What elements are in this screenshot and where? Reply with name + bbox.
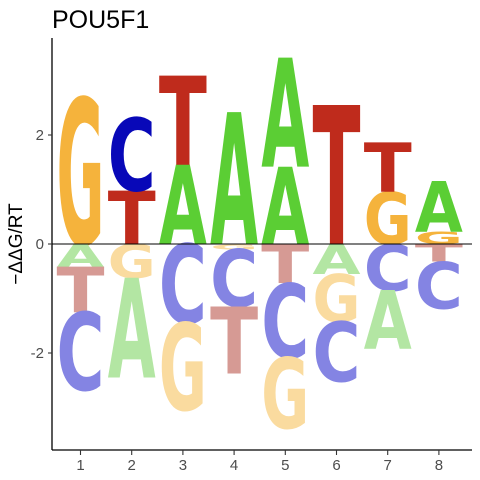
logo-letter-pos3-below-0-c: C	[159, 224, 207, 350]
x-tick-label: 7	[384, 457, 392, 474]
logo-letter-pos6-below-1-g: G	[313, 261, 361, 337]
logo-letter-pos7-above-1-t: T	[364, 131, 412, 209]
logo-letter-pos7-above-0-g: G	[364, 180, 412, 262]
logo-letter-pos3-above-0-a: A	[159, 143, 207, 269]
logo-letter-pos1-above-0-g: G	[57, 58, 105, 292]
logo-letter-pos6-below-2-c: C	[313, 305, 361, 401]
y-axis-title: −ΔΔG/RT	[6, 203, 27, 285]
x-tick-label: 2	[128, 457, 136, 474]
y-ticks: -2 0 2	[31, 127, 52, 362]
x-ticks: 1 2 3 4 5 6 7 8	[76, 450, 443, 474]
y-tick-label: -2	[31, 345, 44, 362]
x-tick-label: 8	[435, 457, 443, 474]
logo-letter-pos8-below-1-c: C	[415, 250, 463, 324]
logo-letter-pos3-below-1-g: G	[159, 301, 207, 439]
logo-letter-pos5-above-1-a: A	[261, 28, 309, 202]
logo-letter-pos4-below-2-t: T	[210, 289, 258, 396]
logo-letter-pos2-above-1-c: C	[108, 97, 156, 214]
chart-title: POU5F1	[52, 6, 149, 34]
logo-letter-pos1-below-2-c: C	[57, 291, 105, 415]
logo-letter-pos5-above-0-a: A	[261, 145, 309, 270]
logo-letter-pos3-above-1-t: T	[159, 54, 207, 195]
x-tick-label: 3	[179, 457, 187, 474]
logo-letter-pos4-above-0-a: A	[210, 75, 258, 286]
logo-letter-pos2-below-0-g: G	[108, 236, 156, 290]
y-tick-label: 2	[36, 127, 44, 144]
logo-letter-pos8-above-1-a: A	[415, 168, 463, 249]
y-tick-label: 0	[36, 236, 44, 253]
logo-letter-pos4-below-0-g: G	[210, 242, 258, 251]
logo-letter-pos5-below-1-c: C	[261, 265, 309, 383]
logo-letter-pos7-below-1-a: A	[364, 275, 413, 368]
logo-letter-pos6-above-0-t: T	[313, 68, 361, 290]
logo-letter-pos1-below-1-t: T	[57, 254, 105, 327]
logo-letter-pos5-below-2-g: G	[261, 339, 309, 452]
logo-letter-pos4-below-1-c: C	[210, 235, 258, 326]
logo-letter-pos2-above-0-t: T	[108, 176, 156, 262]
x-tick-label: 4	[230, 457, 238, 474]
x-tick-label: 5	[281, 457, 289, 474]
logo-letter-pos8-above-0-g: G	[415, 229, 463, 248]
x-tick-label: 6	[332, 457, 340, 474]
logo-letter-pos2-below-1-a: A	[108, 251, 156, 411]
x-tick-label: 1	[76, 457, 84, 474]
